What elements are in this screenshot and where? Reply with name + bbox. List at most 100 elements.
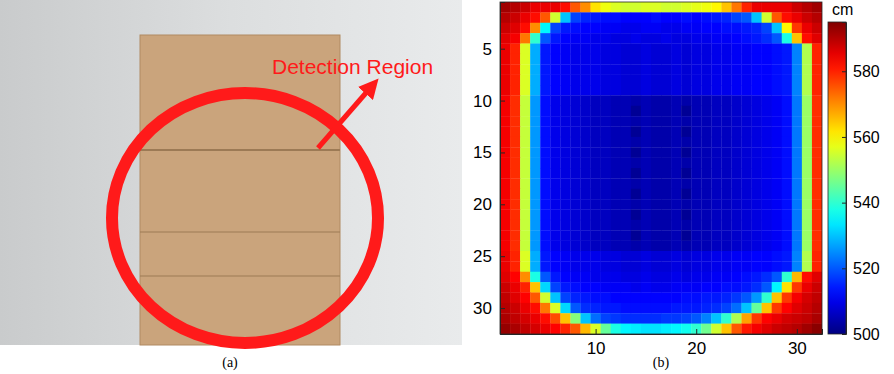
cell: [782, 168, 792, 179]
cell: [621, 147, 631, 158]
cell: [731, 158, 741, 169]
cell: [601, 54, 611, 65]
cell: [570, 75, 580, 86]
cell: [530, 220, 540, 231]
cell: [631, 95, 641, 106]
cell: [802, 64, 812, 75]
cell: [601, 116, 611, 127]
tick: 540: [842, 194, 880, 211]
cell: [611, 147, 621, 158]
cell: [560, 106, 570, 117]
cell: [621, 230, 631, 241]
cell: [621, 75, 631, 86]
cell: [701, 230, 711, 241]
cell: [792, 251, 802, 262]
cell: [550, 303, 560, 314]
cell: [591, 168, 601, 179]
cell: [550, 33, 560, 44]
cell: [762, 189, 772, 200]
cell: [611, 313, 621, 324]
cell: [812, 303, 822, 314]
cell: [721, 199, 731, 210]
cell: [711, 44, 721, 55]
cell: [762, 2, 772, 13]
cell: [520, 85, 530, 96]
cell: [671, 168, 681, 179]
cell: [500, 147, 510, 158]
cell: [681, 33, 691, 44]
cell: [570, 147, 580, 158]
caption: (a): [222, 355, 238, 371]
cell: [812, 2, 822, 13]
cell: [792, 230, 802, 241]
cell: [530, 95, 540, 106]
cell: [772, 54, 782, 65]
cell: [772, 23, 782, 34]
cell: [752, 106, 762, 117]
box: [140, 35, 340, 345]
cell: [812, 313, 822, 324]
cell: [651, 147, 661, 158]
cell: [500, 293, 510, 304]
cell: [731, 116, 741, 127]
cell: [742, 85, 752, 96]
cell: [520, 147, 530, 158]
cell: [812, 127, 822, 138]
cell: [742, 282, 752, 293]
cells: [500, 2, 822, 334]
cell: [641, 23, 651, 34]
cell: [611, 199, 621, 210]
cell: [550, 23, 560, 34]
cell: [631, 230, 641, 241]
tick-label: 560: [853, 129, 880, 146]
cell: [691, 178, 701, 189]
cell: [792, 272, 802, 283]
cell: [792, 85, 802, 96]
cell: [772, 33, 782, 44]
cell: [550, 2, 560, 13]
cell: [782, 106, 792, 117]
cell: [762, 33, 772, 44]
cell: [631, 199, 641, 210]
cell: [742, 220, 752, 231]
cell: [721, 210, 731, 221]
cell: [560, 2, 570, 13]
cell: [570, 251, 580, 262]
cell: [671, 272, 681, 283]
cell: [671, 210, 681, 221]
cell: [530, 75, 540, 86]
x-axis: 102030: [501, 329, 823, 358]
cell: [711, 106, 721, 117]
cell: [711, 282, 721, 293]
cell: [711, 12, 721, 23]
cell: [530, 168, 540, 179]
tick-mark: [842, 71, 846, 72]
photo-panel: Detection Region: [0, 0, 462, 345]
cell: [671, 261, 681, 272]
cell: [540, 272, 550, 283]
cell: [601, 324, 611, 334]
cell: [802, 293, 812, 304]
cell: [752, 2, 762, 13]
cell: [591, 261, 601, 272]
cell: [581, 2, 591, 13]
cell: [621, 220, 631, 231]
cell: [621, 64, 631, 75]
cell: [782, 251, 792, 262]
cell: [641, 116, 651, 127]
cell: [651, 272, 661, 283]
cell: [782, 189, 792, 200]
cell: [540, 210, 550, 221]
cell: [671, 54, 681, 65]
cell: [581, 116, 591, 127]
cell: [520, 230, 530, 241]
cell: [601, 23, 611, 34]
cell: [752, 230, 762, 241]
cell: [601, 189, 611, 200]
cell: [701, 220, 711, 231]
cell: [731, 2, 741, 13]
cell: [510, 64, 520, 75]
cell: [752, 64, 762, 75]
cell: [812, 168, 822, 179]
cell: [500, 12, 510, 23]
